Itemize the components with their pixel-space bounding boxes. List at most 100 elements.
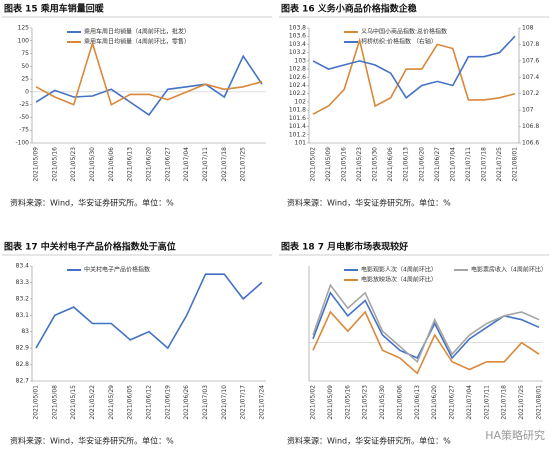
x-tick-label: 2021/07/25 — [496, 147, 503, 182]
x-tick-label: 2021/05/02 — [310, 385, 317, 420]
x-tick-label: 2021/05/16 — [51, 147, 58, 182]
x-tick-label: 2021/05/23 — [70, 147, 77, 182]
y2-tick-label: 107.4 — [522, 74, 539, 81]
y-tick-label: 82.9 — [16, 345, 30, 352]
x-tick-label: 2021/05/29 — [108, 385, 115, 420]
x-tick-label: 2021/06/06 — [396, 385, 403, 420]
legend-label: 柯桥纺织:价格指数 （右轴） — [361, 38, 437, 46]
series-line — [312, 283, 540, 364]
y-tick-label: 101.8 — [289, 107, 306, 114]
y-tick-label: 83 — [21, 328, 29, 335]
source: 资料来源：Wind，华安证券研究所。单位：% — [10, 436, 174, 446]
x-tick-label: 2021/07/11 — [465, 147, 472, 182]
x-tick-label: 2021/05/09 — [325, 147, 332, 182]
x-tick-label: 2021/07/25 — [240, 147, 247, 182]
series-line — [35, 273, 263, 350]
y-tick-label: 101.6 — [289, 115, 306, 122]
y-tick-label: 0 — [25, 88, 29, 95]
x-tick-label: 2021/06/13 — [414, 385, 421, 420]
legend-label: 乘用车周日均销量（4周前环比，批发） — [84, 28, 190, 36]
series-line — [312, 37, 516, 115]
y-tick-label: 102.6 — [289, 74, 306, 81]
y2-tick-label: 106.8 — [522, 123, 539, 130]
x-tick-label: 2021/05/30 — [89, 147, 96, 182]
y-tick-label: 83.3 — [16, 279, 30, 286]
legend-label: 电影票房收入（4周前环比） — [471, 266, 547, 274]
x-tick-label: 2021/07/04 — [449, 147, 456, 182]
x-tick-label: 2021/06/27 — [449, 385, 456, 420]
chart-title: 图表 16 义务小商品价格指数企稳 — [281, 3, 417, 15]
x-tick-label: 2021/05/01 — [33, 385, 40, 420]
x-tick-label: 2021/07/04 — [466, 385, 473, 420]
y-tick-label: 25 — [21, 76, 29, 83]
x-tick-label: 2021/06/13 — [403, 147, 410, 182]
x-tick-label: 2021/07/03 — [202, 385, 209, 420]
x-tick-label: 2021/07/24 — [259, 385, 266, 420]
x-tick-label: 2021/06/27 — [434, 147, 441, 182]
legend-label: 电影观影人次（4周前环比） — [361, 266, 437, 274]
x-tick-label: 2021/05/16 — [344, 385, 351, 420]
x-tick-label: 2021/06/05 — [127, 385, 134, 420]
source: 资料来源：Wind，华安证券研究所。单位：% — [287, 436, 451, 446]
y2-tick-label: 107.8 — [522, 41, 539, 48]
series-line — [35, 54, 263, 116]
y-tick-label: 103.4 — [289, 41, 306, 48]
series-line — [35, 40, 263, 106]
series-line — [312, 310, 540, 375]
chart-title: 图表 17 中关村电子产品价格指数处于高位 — [4, 241, 176, 253]
x-tick-label: 2021/08/01 — [512, 147, 519, 182]
x-tick-label: 2021/05/22 — [89, 385, 96, 420]
y-tick-label: 125 — [18, 25, 30, 32]
y-tick-label: 75 — [21, 50, 29, 57]
x-tick-label: 2021/07/17 — [240, 385, 247, 420]
x-tick-label: 2021/05/15 — [70, 385, 77, 420]
x-tick-label: 2021/06/20 — [431, 385, 438, 420]
x-tick-label: 2021/06/06 — [387, 147, 394, 182]
x-tick-label: 2021/05/09 — [33, 147, 40, 182]
x-tick-label: 2021/05/23 — [362, 385, 369, 420]
y-tick-label: 101 — [295, 140, 307, 147]
x-tick-label: 2021/07/10 — [221, 385, 228, 420]
x-tick-label: 2021/06/13 — [127, 147, 134, 182]
y-tick-label: -50 — [19, 114, 29, 121]
x-tick-label: 2021/06/27 — [164, 147, 171, 182]
x-tick-label: 2021/07/18 — [501, 385, 508, 420]
chart-title: 图表 18 7 月电影市场表现较好 — [281, 241, 408, 253]
x-tick-label: 2021/07/25 — [518, 385, 525, 420]
x-tick-label: 2021/07/11 — [483, 385, 490, 420]
x-tick-label: 2021/06/12 — [146, 385, 153, 420]
watermark: HA策略研究 — [485, 428, 545, 442]
legend-label: 中关村电子产品价格指数 — [84, 266, 150, 274]
y-tick-label: 103 — [295, 57, 307, 64]
chart-title: 图表 15 乘用车销量回暖 — [4, 3, 105, 15]
x-tick-label: 2021/06/26 — [183, 385, 190, 420]
y-tick-label: 100 — [18, 37, 30, 44]
x-tick-label: 2021/06/19 — [164, 385, 171, 420]
y-tick-label: 103.8 — [289, 25, 306, 32]
x-tick-label: 2021/05/30 — [379, 385, 386, 420]
x-tick-label: 2021/05/23 — [356, 147, 363, 182]
legend-label: 电影放映场次（4周前环比） — [361, 276, 437, 284]
y-tick-label: 103.2 — [289, 49, 306, 56]
y-tick-label: 50 — [21, 63, 29, 70]
y2-tick-label: 108 — [522, 25, 534, 32]
y-tick-label: -100 — [15, 140, 29, 147]
x-tick-label: 2021/06/20 — [418, 147, 425, 182]
series-line — [312, 35, 516, 99]
y-tick-label: 103.6 — [289, 33, 306, 40]
source: 资料来源：Wind，华安证券研究所。单位：% — [10, 198, 174, 208]
y-tick-label: 102 — [295, 98, 307, 105]
x-tick-label: 2021/06/06 — [108, 147, 115, 182]
y-tick-label: 101.4 — [289, 123, 306, 130]
source: 资料来源：Wind，华安证券研究所。单位：% — [287, 198, 451, 208]
y-tick-label: -25 — [19, 101, 29, 108]
x-tick-label: 2021/05/08 — [51, 385, 58, 420]
x-tick-label: 2021/07/18 — [221, 147, 228, 182]
y-tick-label: 102.8 — [289, 66, 306, 73]
x-tick-label: 2021/06/20 — [146, 147, 153, 182]
y-tick-label: -75 — [19, 127, 29, 134]
y-tick-label: 83.2 — [16, 295, 30, 302]
y-tick-label: 83.1 — [16, 312, 30, 319]
y-tick-label: 102.2 — [289, 90, 306, 97]
